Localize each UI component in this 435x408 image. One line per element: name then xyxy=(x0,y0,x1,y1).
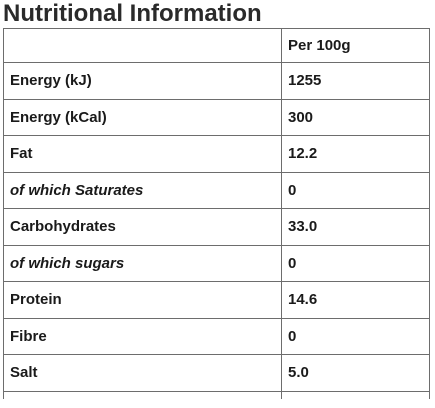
header-label-cell xyxy=(3,28,282,63)
nutrient-label: Salt xyxy=(3,354,282,392)
nutrient-label: Fibre xyxy=(3,317,282,355)
table-row: Fat 12.2 xyxy=(3,135,430,173)
partial-cell xyxy=(3,390,282,399)
table-row: of which Saturates 0 xyxy=(3,171,430,209)
table-row: Energy (kJ) 1255 xyxy=(3,62,430,100)
nutrition-table: Per 100g Energy (kJ) 1255 Energy (kCal) … xyxy=(3,28,430,399)
nutrient-value: 0 xyxy=(281,244,430,282)
nutrient-value: 33.0 xyxy=(281,208,430,246)
nutrient-value: 12.2 xyxy=(281,135,430,173)
partial-cell xyxy=(281,390,430,399)
table-row: Energy (kCal) 300 xyxy=(3,98,430,136)
nutrient-value: 0 xyxy=(281,171,430,209)
nutrient-value: 1255 xyxy=(281,62,430,100)
header-per-100g: Per 100g xyxy=(281,28,430,63)
table-row: Salt 5.0 xyxy=(3,354,430,392)
nutrient-value: 0 xyxy=(281,317,430,355)
table-row: Fibre 0 xyxy=(3,317,430,355)
table-row: Carbohydrates 33.0 xyxy=(3,208,430,246)
table-row-partial xyxy=(3,390,430,399)
nutrient-label: Carbohydrates xyxy=(3,208,282,246)
table-row: of which sugars 0 xyxy=(3,244,430,282)
nutrient-sub-label: of which sugars xyxy=(3,244,282,282)
nutrient-value: 300 xyxy=(281,98,430,136)
nutrient-sub-label: of which Saturates xyxy=(3,171,282,209)
page-title: Nutritional Information xyxy=(3,0,262,27)
nutrient-label: Protein xyxy=(3,281,282,319)
table-header-row: Per 100g xyxy=(3,28,430,63)
nutrient-label: Energy (kJ) xyxy=(3,62,282,100)
nutrient-label: Energy (kCal) xyxy=(3,98,282,136)
table-row: Protein 14.6 xyxy=(3,281,430,319)
nutrient-value: 14.6 xyxy=(281,281,430,319)
nutrient-value: 5.0 xyxy=(281,354,430,392)
nutrient-label: Fat xyxy=(3,135,282,173)
